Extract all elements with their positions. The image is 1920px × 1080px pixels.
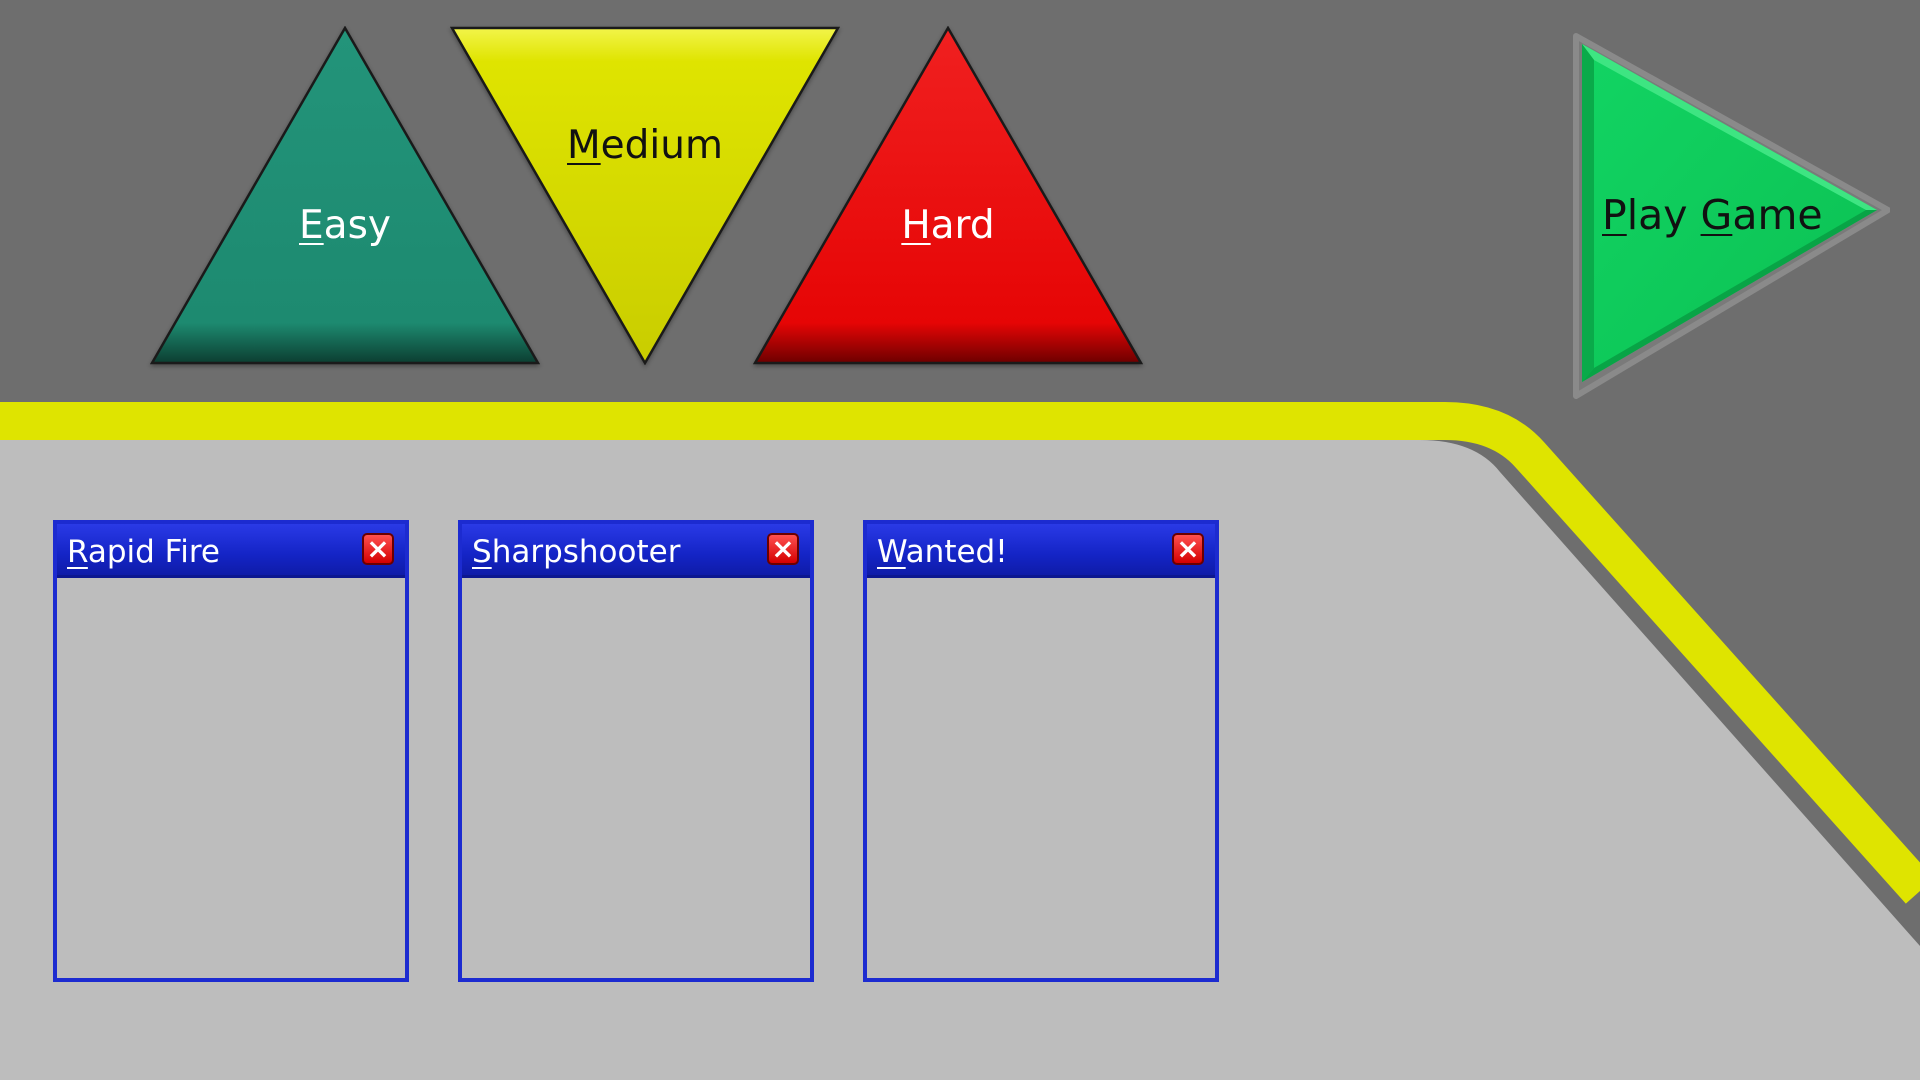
panel-titlebar[interactable]: Rapid Fire ×: [57, 524, 405, 578]
panel-title: Rapid Fire: [67, 534, 221, 570]
hard-triangle: [753, 26, 1143, 365]
panel-titlebar[interactable]: Wanted! ×: [867, 524, 1215, 578]
close-icon: ×: [366, 532, 390, 565]
play-game-button[interactable]: Play Game: [1570, 30, 1891, 400]
play-game-label: Play Game: [1602, 191, 1823, 239]
close-button[interactable]: ×: [767, 533, 799, 565]
hard-difficulty-button[interactable]: Hard: [753, 26, 1143, 365]
panel-titlebar[interactable]: Sharpshooter ×: [462, 524, 810, 578]
medium-label: Medium: [567, 123, 723, 168]
close-icon: ×: [1176, 532, 1200, 565]
easy-label: Easy: [299, 203, 391, 248]
panel-content: [462, 578, 810, 978]
wanted-panel: Wanted! ×: [863, 520, 1219, 982]
easy-difficulty-button[interactable]: Easy: [150, 26, 540, 365]
close-icon: ×: [771, 532, 795, 565]
panel-title: Sharpshooter: [472, 534, 681, 570]
panel-content: [57, 578, 405, 978]
close-button[interactable]: ×: [362, 533, 394, 565]
close-button[interactable]: ×: [1172, 533, 1204, 565]
play-arrow-icon: [1573, 33, 1891, 399]
medium-triangle: [450, 26, 840, 365]
panel-content: [867, 578, 1215, 978]
hard-label: Hard: [901, 203, 995, 248]
yellow-stripe: [0, 402, 1920, 904]
panel-title: Wanted!: [877, 534, 1008, 570]
easy-triangle: [150, 26, 540, 365]
rapid-fire-panel: Rapid Fire ×: [53, 520, 409, 982]
medium-difficulty-button[interactable]: Medium: [450, 26, 840, 365]
sharpshooter-panel: Sharpshooter ×: [458, 520, 814, 982]
